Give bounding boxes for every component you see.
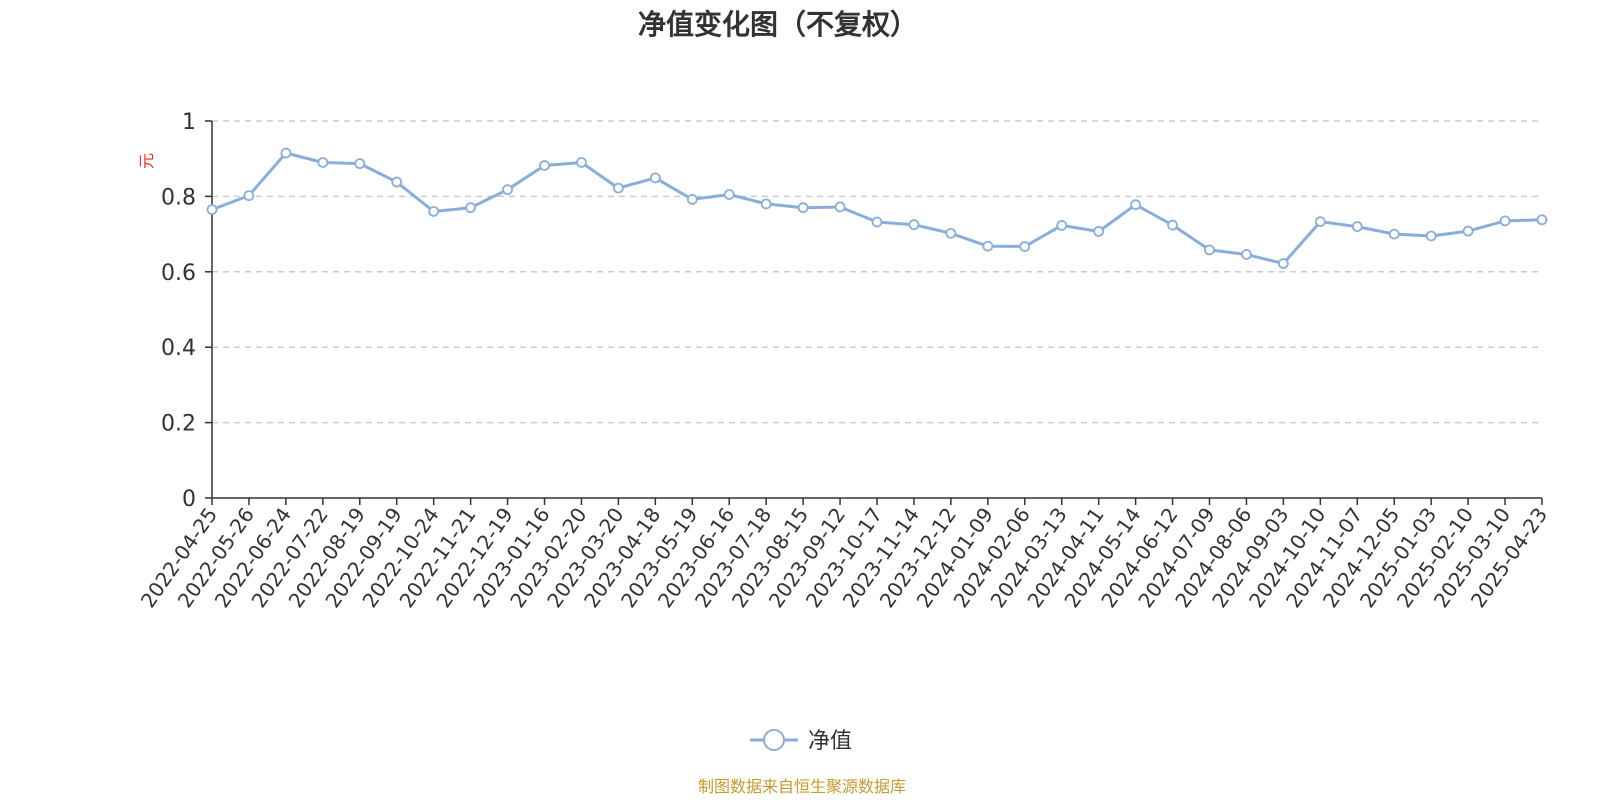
legend[interactable]: 净值	[750, 729, 852, 754]
data-point	[871, 216, 883, 228]
data-point	[243, 190, 255, 202]
data-point	[502, 184, 513, 196]
data-point	[834, 201, 846, 213]
y-tick-label: 0.8	[161, 185, 196, 210]
data-point	[797, 202, 809, 214]
data-point	[428, 206, 440, 217]
data-point	[1204, 244, 1215, 256]
data-point	[1277, 258, 1289, 269]
data-point	[1314, 216, 1326, 228]
data-point	[317, 157, 329, 168]
data-point	[760, 198, 772, 210]
data-point	[465, 202, 477, 214]
data-point	[576, 157, 587, 168]
source-note: 制图数据来自恒生聚源数据库	[698, 777, 906, 796]
data-point	[280, 147, 292, 159]
data-point	[1499, 215, 1511, 227]
data-point	[1388, 228, 1400, 240]
y-tick-label: 0.2	[161, 412, 196, 437]
data-point	[1167, 219, 1178, 231]
data-point	[686, 194, 698, 205]
series-layer	[206, 147, 1548, 269]
data-point	[982, 240, 994, 252]
data-point	[354, 158, 366, 170]
series-line-net-value	[210, 151, 1544, 265]
legend-circle-icon	[763, 729, 785, 751]
y-tick-label: 1	[182, 110, 196, 135]
data-point	[908, 219, 920, 231]
y-tick-label: 0	[182, 487, 196, 512]
data-point	[1462, 225, 1474, 237]
data-point	[391, 176, 403, 188]
data-point	[1056, 220, 1068, 231]
data-point	[1425, 230, 1437, 242]
data-point	[1241, 249, 1252, 260]
legend-label: 净值	[808, 729, 852, 754]
y-tick-label: 0.4	[161, 336, 196, 361]
data-point	[1093, 226, 1105, 237]
data-point	[1351, 221, 1363, 232]
chart-title: 净值变化图（不复权）	[638, 8, 918, 41]
y-tick-label: 0.6	[161, 261, 196, 286]
data-point	[1019, 241, 1031, 252]
y-axis-unit-label: 元	[137, 153, 156, 169]
data-point	[723, 189, 735, 200]
data-point	[612, 182, 624, 194]
data-point	[945, 227, 957, 239]
grid-lines	[212, 120, 1542, 424]
data-point	[649, 172, 661, 184]
data-point	[1130, 199, 1142, 211]
data-point	[206, 204, 218, 215]
data-point	[1536, 214, 1548, 226]
axes: 00.20.40.60.812022-04-252022-05-262022-0…	[136, 110, 1552, 612]
data-point	[539, 160, 550, 171]
